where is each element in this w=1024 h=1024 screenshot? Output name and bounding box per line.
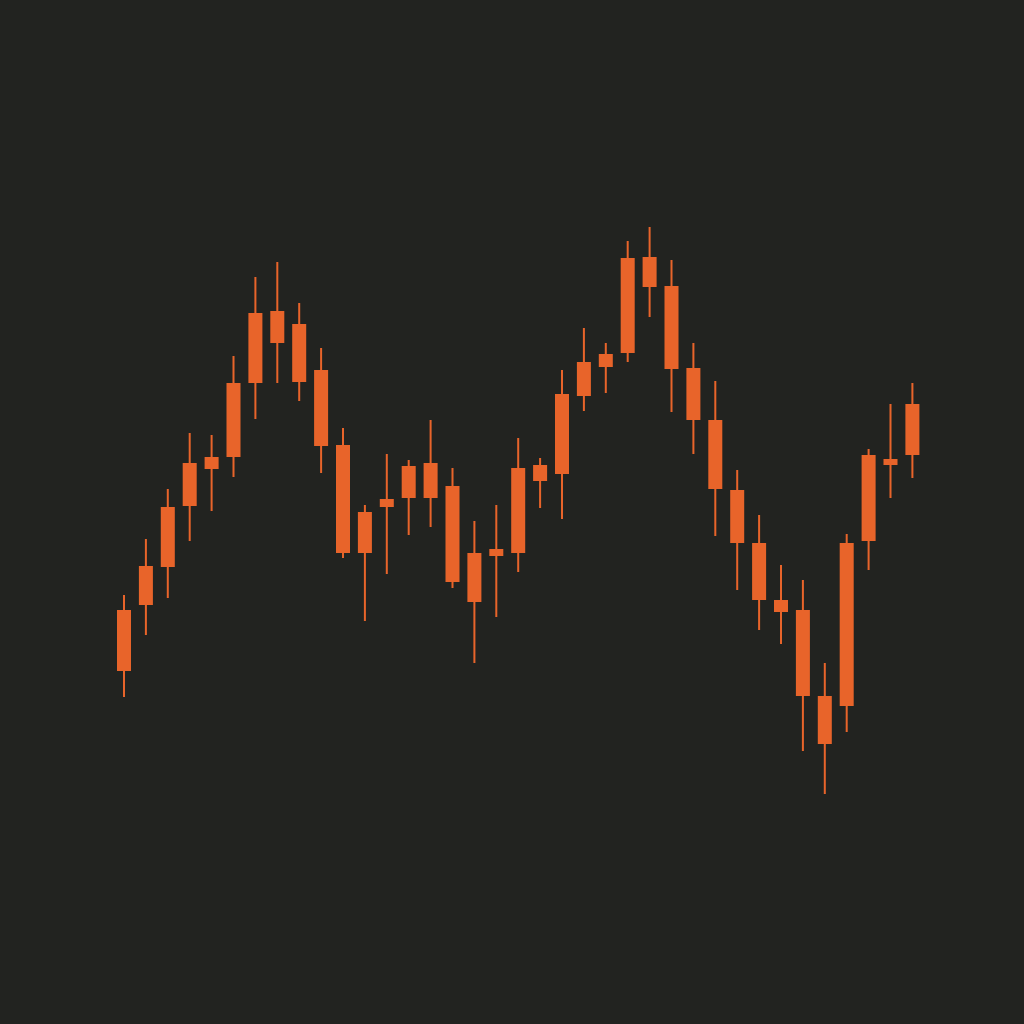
candle-body [336, 445, 350, 553]
candle-16 [445, 468, 460, 588]
candle-body [533, 465, 548, 481]
candle-body [270, 311, 285, 343]
candle-wick [495, 505, 498, 617]
candle-33 [817, 663, 832, 794]
candles-layer [117, 227, 920, 794]
candle-24 [620, 241, 635, 362]
candle-32 [795, 580, 810, 751]
candle-29 [730, 470, 745, 590]
candle-body [861, 455, 876, 541]
candle-wick [385, 454, 388, 574]
candle-26 [664, 260, 679, 412]
candle-13 [379, 454, 394, 574]
candle-body [511, 468, 526, 553]
candle-5 [204, 435, 219, 511]
candle-body [817, 696, 832, 744]
candle-body [357, 512, 372, 553]
candle-36 [883, 404, 898, 498]
candle-body [117, 610, 131, 671]
candle-14 [401, 460, 416, 535]
candle-wick [539, 458, 542, 508]
candle-30 [752, 515, 767, 630]
candle-8 [270, 262, 285, 383]
candle-body [620, 258, 635, 353]
candle-body [708, 420, 723, 489]
candle-body [182, 463, 197, 506]
candle-4 [182, 433, 197, 541]
candle-35 [861, 449, 876, 570]
candle-body [445, 486, 460, 582]
candle-3 [160, 489, 175, 598]
candle-9 [292, 303, 307, 401]
candle-body [664, 286, 679, 369]
candle-body [138, 566, 153, 605]
candle-27 [686, 343, 701, 454]
candle-body [401, 466, 416, 498]
candle-body [774, 600, 788, 612]
candle-body [555, 394, 569, 474]
candle-body [204, 457, 219, 469]
candle-12 [357, 505, 372, 621]
candle-1 [117, 595, 131, 697]
candle-28 [708, 381, 723, 536]
candle-body [752, 543, 767, 600]
candle-wick [210, 435, 213, 511]
candle-37 [905, 383, 920, 478]
candle-25 [642, 227, 657, 317]
candle-10 [314, 348, 329, 473]
candle-19 [511, 438, 526, 572]
candle-body [292, 324, 307, 382]
candle-body [379, 499, 394, 507]
candle-15 [423, 420, 438, 527]
candle-22 [576, 328, 591, 411]
candle-body [598, 354, 613, 367]
candle-7 [248, 277, 263, 419]
candle-18 [489, 505, 504, 617]
candle-31 [774, 565, 788, 644]
candle-body [314, 370, 329, 446]
candle-6 [226, 356, 241, 477]
candle-11 [336, 428, 350, 558]
candle-body [423, 463, 438, 498]
candle-2 [138, 539, 153, 635]
candle-body [489, 549, 504, 556]
candle-wick [889, 404, 892, 498]
candle-body [226, 383, 241, 457]
candle-body [467, 553, 482, 602]
candle-34 [839, 534, 854, 732]
candle-body [839, 543, 854, 706]
candle-body [883, 459, 898, 465]
candle-body [160, 507, 175, 567]
candle-body [730, 490, 745, 543]
candle-body [795, 610, 810, 696]
candle-body [248, 313, 263, 383]
candle-body [686, 368, 701, 420]
candle-body [905, 404, 920, 455]
candle-wick [604, 343, 607, 393]
candle-17 [467, 521, 482, 663]
candle-wick [363, 505, 366, 621]
candle-body [642, 257, 657, 287]
candle-21 [555, 370, 569, 519]
candle-20 [533, 458, 548, 508]
candle-body [576, 362, 591, 396]
candle-23 [598, 343, 613, 393]
